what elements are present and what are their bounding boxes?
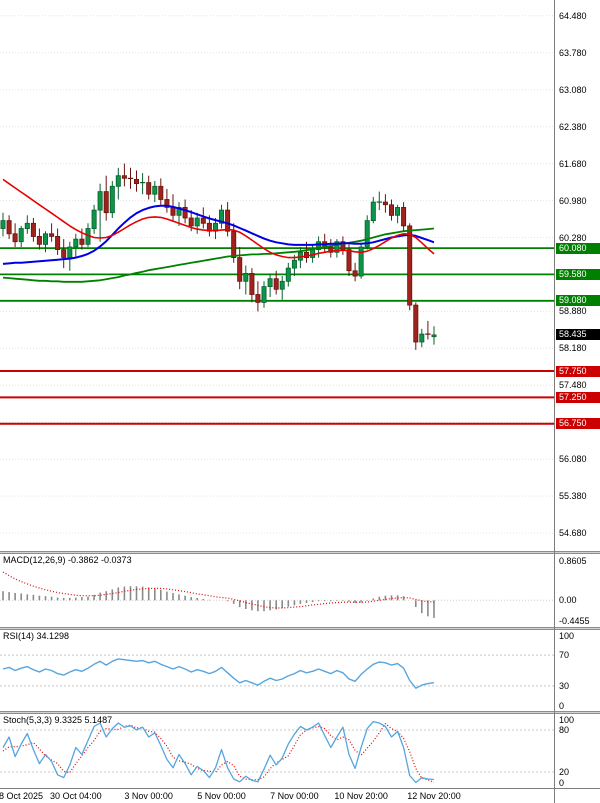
main-price-chart[interactable] (0, 0, 555, 551)
red-level-badge: 57.750 (556, 365, 600, 377)
time-label: 5 Nov 00:00 (197, 791, 246, 801)
red-level-badge: 57.250 (556, 391, 600, 403)
price-tick: 62.380 (559, 121, 587, 132)
price-tick: 58.180 (559, 343, 587, 354)
stoch-indicator-label: Stoch(5,3,3) 9.3325 5.1487 (3, 715, 113, 725)
panel-separator-stoch[interactable] (0, 711, 600, 714)
current-price-badge: 58.435 (556, 329, 600, 341)
macd-indicator-label: MACD(12,26,9) -0.3862 -0.0373 (3, 555, 132, 565)
price-tick: 58.880 (559, 306, 587, 317)
price-tick: 55.380 (559, 491, 587, 502)
macd-indicator-panel[interactable] (0, 554, 555, 627)
green-level-badge: 60.080 (556, 242, 600, 254)
macd-scale-tick: 0.00 (559, 595, 577, 606)
price-tick: 63.080 (559, 84, 587, 95)
time-label: 12 Nov 20:00 (407, 791, 461, 801)
price-tick: 64.480 (559, 10, 587, 21)
price-tick: 54.680 (559, 528, 587, 539)
rsi-scale-tick: 30 (559, 680, 570, 691)
price-tick: 61.680 (559, 158, 587, 169)
rsi-scale-tick: 100 (559, 631, 575, 641)
panel-separator-rsi[interactable] (0, 627, 600, 630)
stoch-scale-tick: 100 (559, 715, 575, 725)
time-label: 28 Oct 2025 (0, 791, 44, 801)
green-level-badge: 59.580 (556, 268, 600, 280)
time-axis-divider (0, 788, 600, 789)
rsi-scale-tick: 70 (559, 650, 570, 661)
panel-separator-macd[interactable] (0, 551, 600, 554)
price-tick: 63.780 (559, 47, 587, 58)
price-scale-divider (554, 0, 555, 803)
price-tick: 56.080 (559, 454, 587, 465)
time-label: 3 Nov 00:00 (124, 791, 173, 801)
red-level-badge: 56.750 (556, 418, 600, 430)
rsi-scale-tick: 0 (559, 701, 565, 711)
stochastic-indicator-panel[interactable] (0, 714, 555, 788)
rsi-indicator-label: RSI(14) 34.1298 (3, 631, 70, 641)
stoch-scale-tick: 80 (559, 725, 570, 735)
time-axis[interactable]: 28 Oct 2025 30 Oct 04:00 3 Nov 00:00 5 Nov … (0, 789, 554, 803)
time-label: 30 Oct 04:00 (50, 791, 102, 801)
macd-scale-tick: -0.4455 (559, 615, 590, 626)
green-level-badge: 59.080 (556, 295, 600, 307)
price-tick: 57.480 (559, 380, 587, 391)
rsi-indicator-panel[interactable] (0, 630, 555, 711)
stoch-scale-tick: 0 (559, 778, 565, 788)
macd-scale-tick: 0.8605 (559, 556, 587, 567)
price-tick: 60.980 (559, 195, 587, 206)
time-label: 10 Nov 20:00 (334, 791, 388, 801)
price-tick: 60.280 (559, 232, 587, 243)
stoch-scale-tick: 20 (559, 767, 570, 777)
time-label: 7 Nov 00:00 (270, 791, 319, 801)
